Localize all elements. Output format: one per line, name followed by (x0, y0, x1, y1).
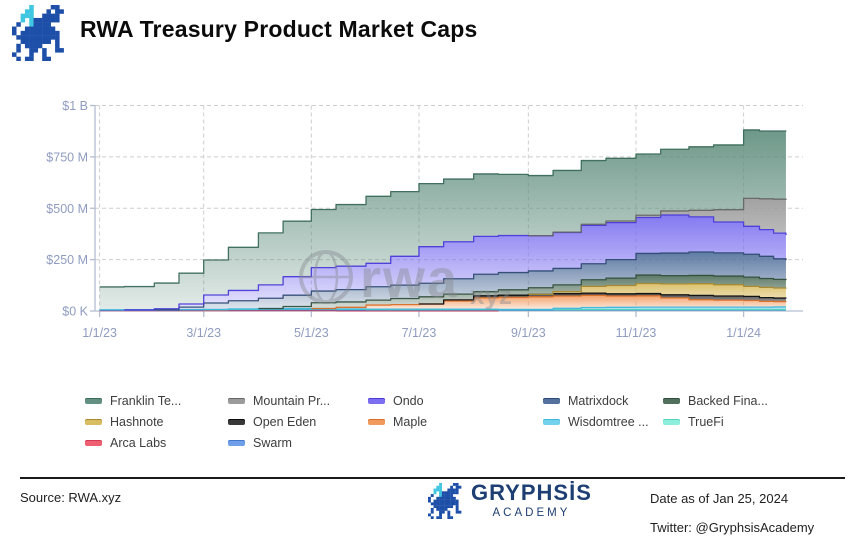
band-hashnote (99, 283, 786, 310)
legend-item-truefi[interactable]: TrueFi (663, 414, 853, 429)
band-edges (99, 129, 787, 312)
legend-swatch (85, 397, 102, 404)
footer-meta: Date as of Jan 25, 2024 Twitter: @Gryphs… (650, 484, 814, 541)
legend-item-wisdomtree[interactable]: Wisdomtree ... (543, 414, 663, 429)
market-cap-chart: rwa xyz $0 K $250 M $500 M $750 M $1 B 1/1/23 3/… (46, 99, 803, 340)
globe-icon (299, 250, 353, 304)
x-tick-label: 5/1/23 (294, 326, 329, 340)
legend-label: Franklin Te... (110, 393, 182, 408)
y-tick-label: $750 M (46, 150, 88, 164)
legend-label: Ondo (393, 393, 424, 408)
y-tick-label: $0 K (62, 305, 88, 319)
brand-subtitle: ACADEMY (492, 507, 571, 519)
brand-name: GRYPHSİS (471, 480, 592, 505)
legend-swatch (228, 397, 245, 404)
legend-label: Matrixdock (568, 393, 629, 408)
x-tick-label: 11/1/23 (616, 326, 657, 340)
legend-swatch (543, 418, 560, 425)
legend-swatch (663, 397, 680, 404)
rwa-watermark: rwa xyz (299, 249, 512, 310)
legend-swatch (228, 418, 245, 425)
band-matrixdock (99, 252, 786, 310)
footer-divider (20, 477, 845, 479)
legend-swatch (663, 418, 680, 425)
brand-block: GRYPHSİS ACADEMY (428, 482, 592, 520)
x-tick-label: 9/1/23 (511, 326, 546, 340)
x-tick-label: 3/1/23 (186, 326, 221, 340)
legend-label: Maple (393, 414, 428, 429)
band-ondo (99, 215, 786, 310)
band-maple (99, 295, 786, 310)
page-title: RWA Treasury Product Market Caps (80, 16, 478, 42)
y-tick-label: $500 M (46, 202, 88, 216)
legend-item-swarm[interactable]: Swarm (228, 435, 368, 450)
pixel-dragon-icon (12, 5, 64, 61)
watermark-text: rwa (360, 249, 459, 309)
x-tick-label: 1/1/24 (726, 326, 761, 340)
legend-item-open-eden[interactable]: Open Eden (228, 414, 368, 429)
legend-label: Hashnote (110, 414, 164, 429)
legend-label: Swarm (253, 435, 292, 450)
band-franklin-te- (99, 129, 786, 310)
legend-item-arca-labs[interactable]: Arca Labs (85, 435, 228, 450)
legend-item-ondo[interactable]: Ondo (368, 393, 543, 408)
legend-item-matrixdock[interactable]: Matrixdock (543, 393, 663, 408)
legend-item-maple[interactable]: Maple (368, 414, 543, 429)
y-tick-label: $1 B (62, 99, 88, 113)
legend-item-franklin-te[interactable]: Franklin Te... (85, 393, 228, 408)
twitter-label: Twitter: @GryphsisAcademy (650, 520, 815, 535)
tick-labels: $0 K $250 M $500 M $750 M $1 B 1/1/23 3/1/23 5/… (46, 99, 761, 340)
watermark-suffix: xyz (470, 280, 512, 310)
pixel-dragon-icon (428, 483, 462, 519)
legend-swatch (543, 397, 560, 404)
x-tick-label: 1/1/23 (82, 326, 117, 340)
x-tick-label: 7/1/23 (402, 326, 437, 340)
legend-swatch (85, 418, 102, 425)
legend-swatch (85, 439, 102, 446)
legend-swatch (368, 397, 385, 404)
legend-swatch (228, 439, 245, 446)
legend-label: Backed Fina... (688, 393, 768, 408)
date-label: Date as of Jan 25, 2024 (650, 491, 789, 506)
source-label: Source: RWA.xyz (20, 490, 122, 505)
legend-label: Mountain Pr... (253, 393, 331, 408)
legend-item-hashnote[interactable]: Hashnote (85, 414, 228, 429)
legend-label: Wisdomtree ... (568, 414, 649, 429)
legend-label: Arca Labs (110, 435, 167, 450)
legend-item-backed-fina[interactable]: Backed Fina... (663, 393, 853, 408)
chart-legend: Franklin Te... Mountain Pr... Ondo Matrixdo… (85, 393, 853, 450)
legend-item-mountain-pr[interactable]: Mountain Pr... (228, 393, 368, 408)
legend-swatch (368, 418, 385, 425)
y-tick-label: $250 M (46, 253, 88, 267)
band-backed-fina- (99, 275, 786, 310)
legend-label: Open Eden (253, 414, 317, 429)
legend-label: TrueFi (688, 414, 724, 429)
